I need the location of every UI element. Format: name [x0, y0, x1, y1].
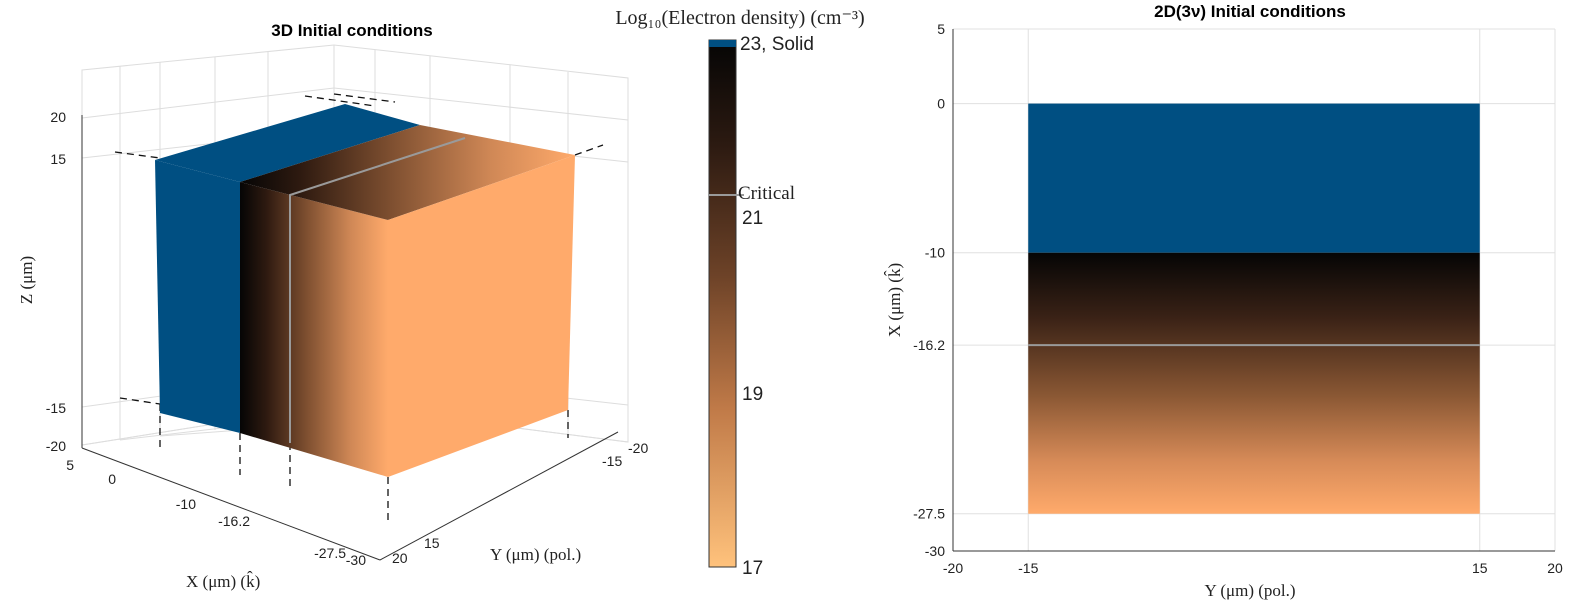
y-tick-label: -30	[925, 543, 945, 559]
axes-3d	[81, 115, 619, 561]
colorbar-solid-band	[709, 40, 736, 47]
y-tick: -20	[628, 440, 648, 456]
colorbar-tick: 23, Solid	[740, 34, 814, 55]
gradient-block-top	[240, 125, 575, 220]
y-tick-label: 5	[937, 21, 945, 37]
z-tick: -20	[46, 438, 66, 454]
y-axis-label-2d: X (μm) (k̂)	[884, 263, 904, 337]
y-tick-label: -10	[925, 245, 945, 261]
panel-2d: 2D(3ν) Initial conditions -20 -15 15 20 5 0 -1…	[884, 2, 1563, 600]
projection-lines-3d	[114, 93, 604, 520]
x-tick: -10	[176, 496, 196, 512]
colorbar-critical-label: Critical	[738, 183, 795, 204]
title-3d: 3D Initial conditions	[271, 21, 433, 40]
colorbar-gradient	[708, 39, 737, 568]
z-tick: 20	[50, 109, 66, 125]
x-tick-label: 15	[1472, 560, 1488, 576]
solid-region	[1028, 103, 1480, 253]
x-tick-label: -15	[1018, 560, 1038, 576]
x-tick-label: -20	[943, 560, 963, 576]
plot-area-2d: -20 -15 15 20 5 0 -10 -16.2 -27.5 -30	[913, 21, 1563, 576]
y-tick-label: -16.2	[913, 337, 945, 353]
x-tick: 0	[108, 471, 116, 487]
critical-line-3d	[289, 137, 466, 443]
colorbar: Log₁₀(Electron density) (cm⁻³) 23, Solid…	[615, 7, 864, 579]
solid-slab-front	[155, 160, 240, 433]
y-tick: 20	[392, 550, 408, 566]
colorbar-tick: 19	[742, 384, 763, 405]
x-tick: 5	[66, 457, 74, 473]
y-tick: 15	[424, 535, 440, 551]
z-axis-label-3d: Z (μm)	[17, 256, 36, 304]
y-tick-label: -27.5	[913, 506, 945, 522]
y-tick-label: 0	[937, 96, 945, 112]
x-tick-label: 20	[1547, 560, 1563, 576]
gradient-block-front	[240, 182, 388, 477]
z-tick: -15	[46, 400, 66, 416]
y-tick: -15	[602, 453, 622, 469]
title-2d: 2D(3ν) Initial conditions	[1154, 2, 1346, 21]
x-tick: -30	[346, 552, 366, 568]
x-axis-label-3d: X (μm) (k̂)	[186, 571, 260, 591]
colorbar-title: Log₁₀(Electron density) (cm⁻³)	[615, 7, 864, 29]
z-tick: 15	[50, 151, 66, 167]
gradient-region	[1028, 252, 1480, 514]
x-tick: -16.2	[218, 513, 250, 529]
y-axis-label-3d: Y (μm) (pol.)	[490, 545, 581, 564]
gradient-block-side	[388, 155, 575, 477]
x-axis-label-2d: Y (μm) (pol.)	[1204, 581, 1295, 600]
colorbar-tick: 17	[742, 558, 763, 579]
solid-slab-top	[155, 104, 420, 182]
x-tick: -27.5	[314, 545, 346, 561]
colorbar-tick: 21	[742, 208, 763, 229]
panel-3d: 3D Initial conditions	[17, 21, 648, 591]
